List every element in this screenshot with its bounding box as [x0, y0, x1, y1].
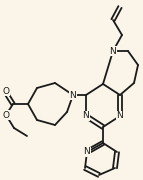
Text: O: O: [2, 111, 9, 120]
Text: N: N: [70, 91, 76, 100]
Text: O: O: [2, 87, 9, 96]
Text: N: N: [117, 111, 123, 120]
Text: N: N: [83, 111, 89, 120]
Text: N: N: [84, 147, 90, 156]
Text: N: N: [110, 46, 116, 55]
